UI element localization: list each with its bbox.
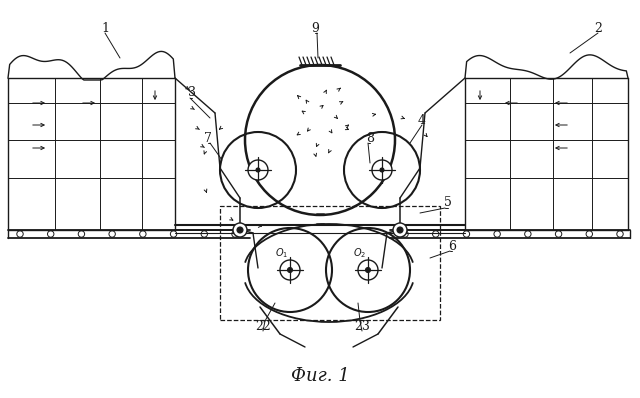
Text: $O_2$: $O_2$ xyxy=(353,246,367,260)
Text: 9: 9 xyxy=(311,21,319,35)
Circle shape xyxy=(358,260,378,280)
Circle shape xyxy=(287,267,292,273)
Circle shape xyxy=(233,223,247,237)
Circle shape xyxy=(397,227,403,233)
Circle shape xyxy=(256,168,260,172)
Text: 4: 4 xyxy=(418,113,426,127)
Text: 6: 6 xyxy=(448,240,456,252)
Text: 22: 22 xyxy=(255,320,271,332)
Circle shape xyxy=(248,160,268,180)
Bar xyxy=(220,206,440,320)
Circle shape xyxy=(372,160,392,180)
Text: 5: 5 xyxy=(444,197,452,209)
Text: 3: 3 xyxy=(188,86,196,100)
Text: 8: 8 xyxy=(366,131,374,144)
Text: 1: 1 xyxy=(101,21,109,35)
Text: Фиг. 1: Фиг. 1 xyxy=(291,367,349,385)
Text: 2: 2 xyxy=(594,21,602,35)
Text: $O_1$: $O_1$ xyxy=(275,246,289,260)
Text: 7: 7 xyxy=(204,131,212,144)
Circle shape xyxy=(237,227,243,233)
Circle shape xyxy=(280,260,300,280)
Text: 23: 23 xyxy=(354,320,370,332)
Circle shape xyxy=(393,223,407,237)
Circle shape xyxy=(365,267,371,273)
Circle shape xyxy=(380,168,384,172)
